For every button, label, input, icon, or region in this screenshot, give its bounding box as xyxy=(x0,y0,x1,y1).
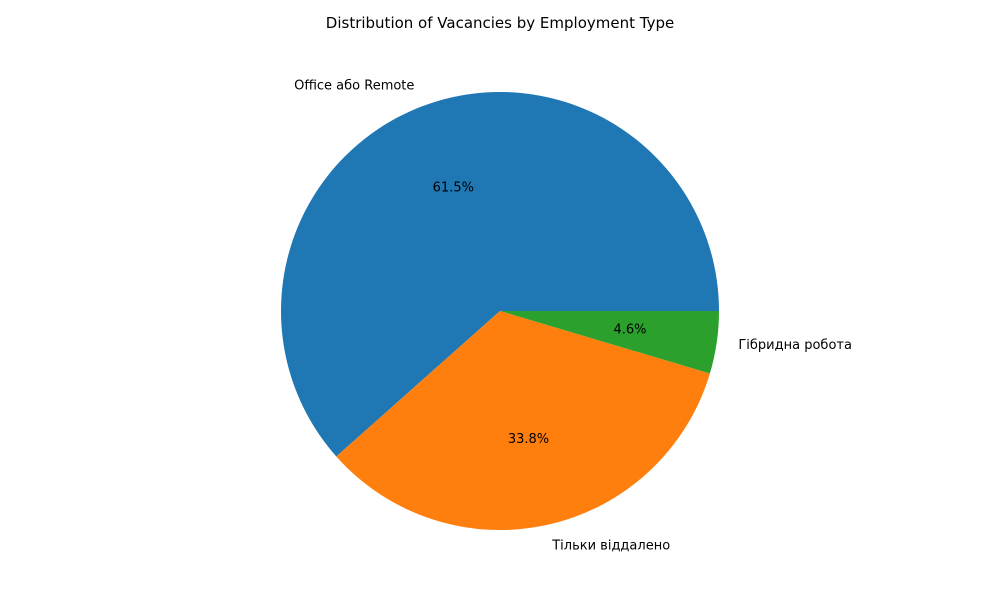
slice-category-label-2: Тільки віддалено xyxy=(551,539,670,554)
slice-value-label-3: 4.6% xyxy=(614,322,647,337)
pie-slice-2 xyxy=(336,311,710,530)
pie-slice-1 xyxy=(281,91,719,457)
slice-category-label-3: Гібридна робота xyxy=(738,338,852,353)
chart-title: Distribution of Vacancies by Employment … xyxy=(325,14,675,32)
slice-value-label-2: 33.8% xyxy=(508,432,549,447)
slice-value-label-1: 61.5% xyxy=(433,181,474,196)
slice-category-label-1: Office або Remote xyxy=(294,78,414,93)
pie-slice-3 xyxy=(500,311,719,374)
